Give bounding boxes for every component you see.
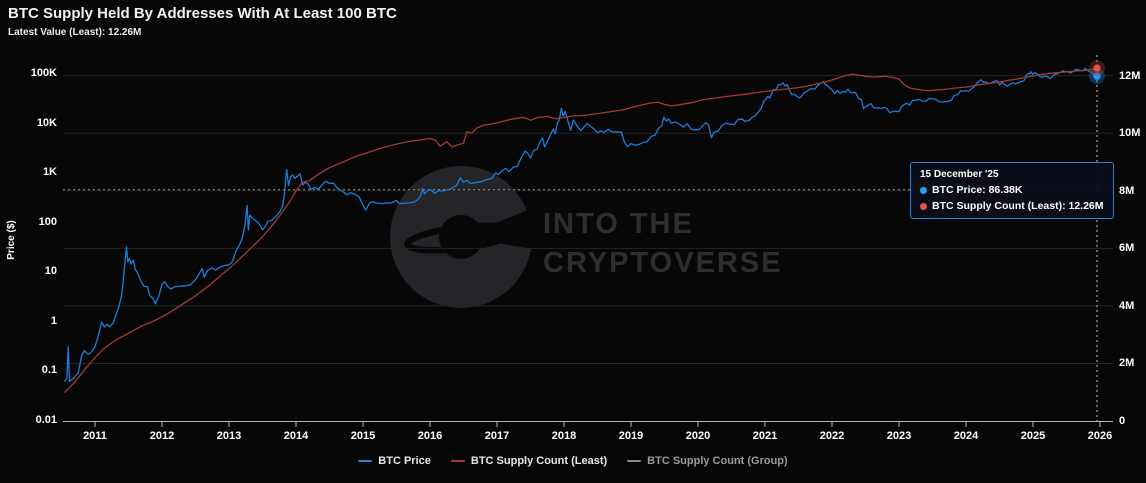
tick-label: 1K <box>42 166 57 179</box>
tooltip-row: BTC Supply Count (Least): 12.26M <box>920 200 1104 212</box>
tick-label: 2022 <box>819 430 845 442</box>
tick-label: 2012 <box>149 430 175 442</box>
series-dot-icon <box>920 186 927 194</box>
tick-label: 10K <box>36 116 57 129</box>
tick-label: 8M <box>1119 184 1135 197</box>
tick-label: 100 <box>38 215 57 228</box>
tick-label: 2017 <box>484 430 510 442</box>
tooltip-rows: BTC Price: 86.38K BTC Supply Count (Least… <box>920 184 1104 212</box>
legend-swatch-icon <box>627 460 642 462</box>
tick-label: 2015 <box>350 430 376 442</box>
legend: BTC Price BTC Supply Count (Least) BTC Sup… <box>0 455 1146 467</box>
watermark-text-line1: INTO THE <box>543 208 694 240</box>
tick-label: 2024 <box>953 430 979 442</box>
tick-label: 2016 <box>417 430 443 442</box>
tick-label: 4M <box>1119 299 1135 312</box>
tick-label: 2020 <box>685 430 711 442</box>
chart-subtitle: Latest Value (Least): 12.26M <box>8 27 142 38</box>
tick-label: 2011 <box>83 430 107 442</box>
tick-label: 2018 <box>551 430 577 442</box>
cryptoverse-logo-icon <box>390 166 545 308</box>
tick-label: 2M <box>1119 357 1135 370</box>
legend-item-btc-price[interactable]: BTC Price <box>358 455 431 467</box>
series-line-btc-supply-count-least- <box>64 67 1098 393</box>
tick-label: 2019 <box>618 430 644 442</box>
tick-label: 100K <box>30 67 57 79</box>
series-dot-icon <box>920 202 927 210</box>
tick-label: 2026 <box>1087 430 1113 442</box>
series-line-btc-price <box>64 67 1098 383</box>
last-point-marker[interactable] <box>1092 64 1101 73</box>
tooltip-row: BTC Price: 86.38K <box>920 184 1104 196</box>
tick-label: 0.1 <box>41 364 57 377</box>
tick-label: 10 <box>44 265 57 278</box>
tick-label: 0 <box>1119 415 1126 427</box>
tick-label: 6M <box>1119 242 1135 255</box>
legend-item-btc-supply-count-group[interactable]: BTC Supply Count (Group) <box>627 455 788 467</box>
tick-label: 2021 <box>752 430 778 442</box>
chart-tooltip: 15 December '25 BTC Price: 86.38K BTC Sup… <box>910 162 1114 219</box>
legend-label: BTC Price <box>378 455 431 467</box>
tick-label: 2014 <box>283 430 309 442</box>
tick-label: 2013 <box>216 430 242 442</box>
tick-label: 0.01 <box>35 413 57 426</box>
tick-label: 2023 <box>886 430 912 442</box>
tooltip-row-label: BTC Supply Count (Least): 12.26M <box>932 200 1104 212</box>
legend-label: BTC Supply Count (Least) <box>470 455 608 467</box>
legend-item-btc-supply-count-least[interactable]: BTC Supply Count (Least) <box>450 455 608 467</box>
tooltip-date: 15 December '25 <box>920 169 999 180</box>
chart-title: BTC Supply Held By Addresses With At Lea… <box>8 5 397 22</box>
last-point-marker[interactable] <box>1092 72 1101 81</box>
tick-label: 10M <box>1119 127 1141 140</box>
legend-swatch-icon <box>450 460 465 462</box>
watermark-text-line2: CRYPTOVERSE <box>543 247 783 279</box>
tick-label: 1 <box>50 314 57 327</box>
tick-label: 12M <box>1119 69 1141 82</box>
legend-swatch-icon <box>358 460 373 462</box>
legend-label: BTC Supply Count (Group) <box>647 455 788 467</box>
tooltip-row-label: BTC Price: 86.38K <box>932 184 1023 196</box>
tick-label: 2025 <box>1020 430 1046 442</box>
